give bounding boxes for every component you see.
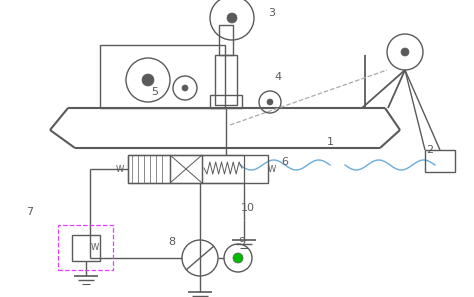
Bar (72, 235, 100, 261)
Text: 8: 8 (168, 237, 175, 247)
Circle shape (401, 48, 409, 56)
Circle shape (233, 253, 243, 263)
Bar (100, 45, 225, 108)
Bar (215, 55, 237, 105)
Text: 4: 4 (274, 72, 282, 82)
Bar (210, 95, 242, 108)
Text: 2: 2 (427, 145, 434, 155)
Text: 3: 3 (268, 8, 275, 18)
Text: 1: 1 (327, 137, 334, 147)
Circle shape (267, 99, 273, 105)
Circle shape (142, 74, 154, 86)
Bar (202, 155, 244, 183)
Circle shape (227, 13, 237, 23)
Bar (58, 225, 113, 270)
Bar (425, 150, 455, 172)
Text: W: W (91, 244, 99, 252)
Text: 7: 7 (27, 207, 34, 217)
Bar (128, 155, 268, 183)
Text: 6: 6 (282, 157, 289, 167)
Bar (128, 155, 170, 183)
Circle shape (182, 85, 188, 91)
Bar (219, 25, 233, 55)
Text: 10: 10 (241, 203, 255, 213)
Text: 5: 5 (152, 87, 158, 97)
Bar (170, 155, 202, 183)
Text: W: W (116, 165, 124, 173)
Text: W: W (268, 165, 276, 173)
Text: 9: 9 (238, 237, 246, 247)
